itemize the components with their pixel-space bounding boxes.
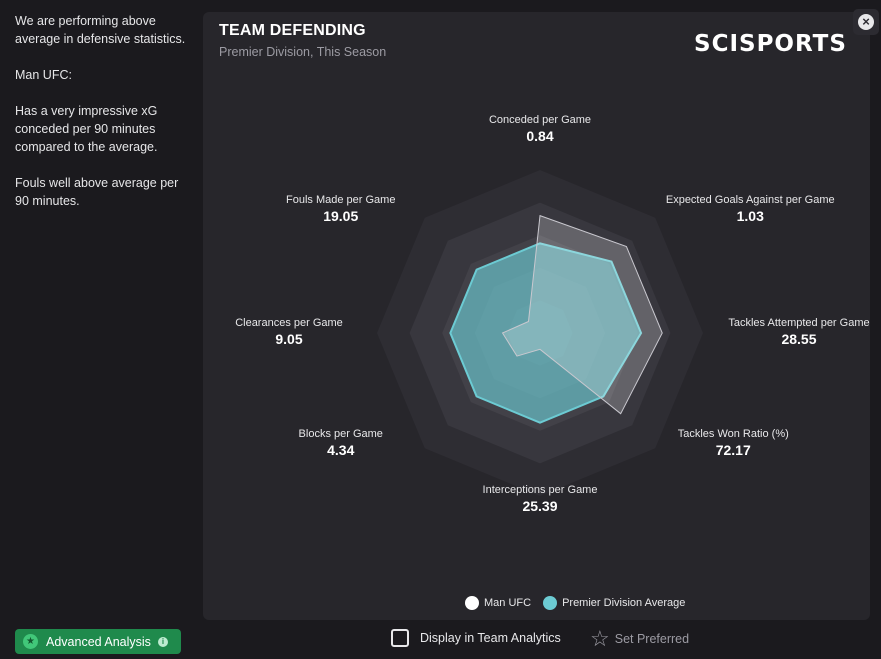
display-in-team-analytics-toggle[interactable]: Display in Team Analytics xyxy=(391,629,561,647)
axis-label: Conceded per Game 0.84 xyxy=(440,114,640,144)
axis-label: Interceptions per Game 25.39 xyxy=(440,484,640,514)
insight-text: Has a very impressive xG conceded per 90… xyxy=(15,104,158,154)
insight-text: Man UFC: xyxy=(15,68,72,82)
info-icon[interactable]: i xyxy=(157,636,168,647)
card-subtitle: Premier Division, This Season xyxy=(219,45,387,59)
axis-label: Tackles Attempted per Game 28.55 xyxy=(699,317,881,347)
axis-label-name: Blocks per Game xyxy=(298,428,383,441)
legend-item-average: Premier Division Average xyxy=(543,596,685,610)
series-team-area xyxy=(501,214,663,415)
axis-label: Expected Goals Against per Game 1.03 xyxy=(650,194,850,224)
legend-dot-team xyxy=(465,596,479,610)
advanced-analysis-label: Advanced Analysis xyxy=(46,634,151,649)
legend-item-team: Man UFC xyxy=(465,596,531,610)
legend-dot-average xyxy=(543,596,558,610)
insight-panel: We are performing above average in defen… xyxy=(0,0,200,625)
axis-label-value: 0.84 xyxy=(526,128,554,144)
axis-label: Blocks per Game 4.34 xyxy=(241,428,441,458)
axis-label-name: Fouls Made per Game xyxy=(286,193,396,206)
axis-label-name: Clearances per Game xyxy=(235,317,343,329)
axis-label: Fouls Made per Game 19.05 xyxy=(241,194,441,224)
set-preferred-button[interactable]: ☆ Set Preferred xyxy=(590,628,689,650)
close-button[interactable]: × xyxy=(853,9,879,35)
axis-label-value: 72.17 xyxy=(715,442,751,459)
axis-label: Tackles Won Ratio (%) 72.17 xyxy=(633,428,833,458)
axis-label-value: 25.39 xyxy=(522,498,558,514)
axis-label-name: Expected Goals Against per Game xyxy=(665,193,835,206)
advanced-analysis-button[interactable]: ★ Advanced Analysis i xyxy=(15,629,181,654)
axis-label-value: 4.34 xyxy=(327,442,355,459)
display-label: Display in Team Analytics xyxy=(420,631,561,645)
display-checkbox[interactable] xyxy=(391,629,409,647)
axis-label-name: Tackles Won Ratio (%) xyxy=(677,428,789,441)
axis-label-value: 19.05 xyxy=(323,207,359,224)
scisports-logo: SCISPORTS xyxy=(694,31,847,57)
axis-label-value: 28.55 xyxy=(781,331,817,347)
star-outline-icon: ☆ xyxy=(590,626,610,651)
axis-label-value: 9.05 xyxy=(275,331,303,347)
axis-label-name: Conceded per Game xyxy=(488,114,592,126)
insight-text: We are performing above average in defen… xyxy=(15,14,186,46)
axis-label-name: Tackles Attempted per Game xyxy=(728,317,870,329)
series-average-area xyxy=(449,242,643,424)
axis-label: Clearances per Game 9.05 xyxy=(189,317,389,347)
card-title: TEAM DEFENDING xyxy=(219,22,366,39)
legend-label-team: Man UFC xyxy=(484,597,532,609)
chart-legend: Man UFC Premier Division Average xyxy=(465,596,697,610)
legend-label-average: Premier Division Average xyxy=(562,597,686,609)
axis-label-value: 1.03 xyxy=(736,207,764,224)
axis-label-name: Interceptions per Game xyxy=(482,484,598,496)
set-preferred-label: Set Preferred xyxy=(614,632,690,646)
insight-text: Fouls well above average per 90 minutes. xyxy=(15,176,179,208)
star-badge-icon: ★ xyxy=(23,634,38,649)
close-icon: × xyxy=(858,14,874,30)
